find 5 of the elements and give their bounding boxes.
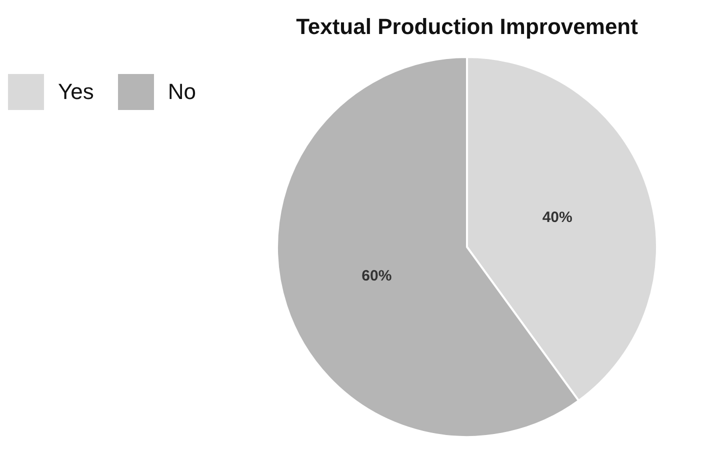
data-label: 40% — [542, 208, 572, 226]
legend-label: Yes — [58, 79, 94, 105]
data-label: 60% — [362, 267, 392, 284]
chart-title: Textual Production Improvement — [296, 14, 639, 40]
legend-label: No — [168, 79, 196, 105]
